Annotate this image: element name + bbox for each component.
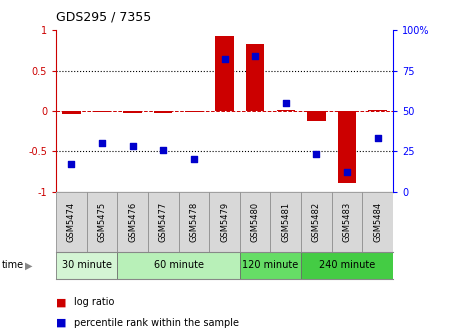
Text: GSM5478: GSM5478	[189, 202, 198, 242]
Text: GSM5483: GSM5483	[343, 202, 352, 242]
Bar	[62, 111, 81, 114]
Text: GSM5475: GSM5475	[97, 202, 106, 242]
Text: ■: ■	[56, 318, 66, 328]
Text: GSM5474: GSM5474	[67, 202, 76, 242]
Text: ■: ■	[56, 297, 66, 307]
Point	[160, 147, 167, 152]
Text: 120 minute: 120 minute	[242, 260, 299, 270]
Bar	[117, 192, 148, 252]
Bar	[307, 111, 326, 121]
Bar	[240, 192, 270, 252]
Point	[98, 140, 106, 146]
Bar	[240, 252, 301, 279]
Point	[343, 169, 351, 175]
Text: GSM5477: GSM5477	[159, 202, 168, 242]
Bar	[56, 192, 87, 252]
Bar	[123, 111, 142, 113]
Text: percentile rank within the sample: percentile rank within the sample	[74, 318, 239, 328]
Bar	[93, 111, 111, 113]
Text: GSM5476: GSM5476	[128, 202, 137, 242]
Text: 60 minute: 60 minute	[154, 260, 203, 270]
Text: 30 minute: 30 minute	[62, 260, 112, 270]
Text: GSM5484: GSM5484	[373, 202, 382, 242]
Text: log ratio: log ratio	[74, 297, 114, 307]
Bar	[277, 110, 295, 111]
Bar	[301, 252, 393, 279]
Bar	[185, 111, 203, 113]
Bar	[117, 252, 240, 279]
Bar	[87, 192, 117, 252]
Bar	[179, 192, 209, 252]
Bar	[154, 111, 172, 113]
Bar	[332, 192, 362, 252]
Bar	[362, 192, 393, 252]
Bar	[246, 44, 264, 111]
Text: GSM5482: GSM5482	[312, 202, 321, 242]
Point	[313, 152, 320, 157]
Text: GDS295 / 7355: GDS295 / 7355	[56, 10, 151, 24]
Text: ▶: ▶	[25, 260, 32, 270]
Bar	[216, 36, 233, 111]
Text: time: time	[2, 260, 24, 270]
Point	[374, 136, 381, 141]
Bar	[270, 192, 301, 252]
Point	[251, 53, 259, 59]
Bar	[148, 192, 179, 252]
Point	[221, 56, 228, 62]
Text: 240 minute: 240 minute	[319, 260, 375, 270]
Point	[68, 161, 75, 167]
Point	[190, 157, 198, 162]
Bar	[56, 252, 117, 279]
Bar	[368, 110, 387, 111]
Text: GSM5480: GSM5480	[251, 202, 260, 242]
Text: GSM5479: GSM5479	[220, 202, 229, 242]
Bar	[338, 111, 356, 183]
Point	[282, 100, 289, 106]
Bar	[301, 192, 332, 252]
Text: GSM5481: GSM5481	[281, 202, 290, 242]
Point	[129, 144, 136, 149]
Bar	[209, 192, 240, 252]
